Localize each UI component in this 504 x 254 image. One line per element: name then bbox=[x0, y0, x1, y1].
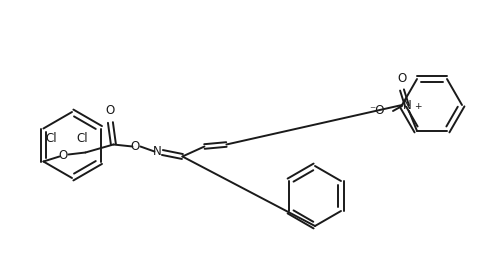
Text: O: O bbox=[131, 140, 140, 153]
Text: Cl: Cl bbox=[45, 132, 57, 145]
Text: +: + bbox=[414, 102, 421, 111]
Text: Cl: Cl bbox=[77, 132, 88, 145]
Text: O: O bbox=[397, 72, 407, 85]
Text: O: O bbox=[106, 104, 115, 118]
Text: N: N bbox=[153, 145, 162, 158]
Text: O: O bbox=[59, 149, 68, 162]
Text: N: N bbox=[403, 100, 411, 113]
Text: ⁻O: ⁻O bbox=[369, 104, 385, 118]
